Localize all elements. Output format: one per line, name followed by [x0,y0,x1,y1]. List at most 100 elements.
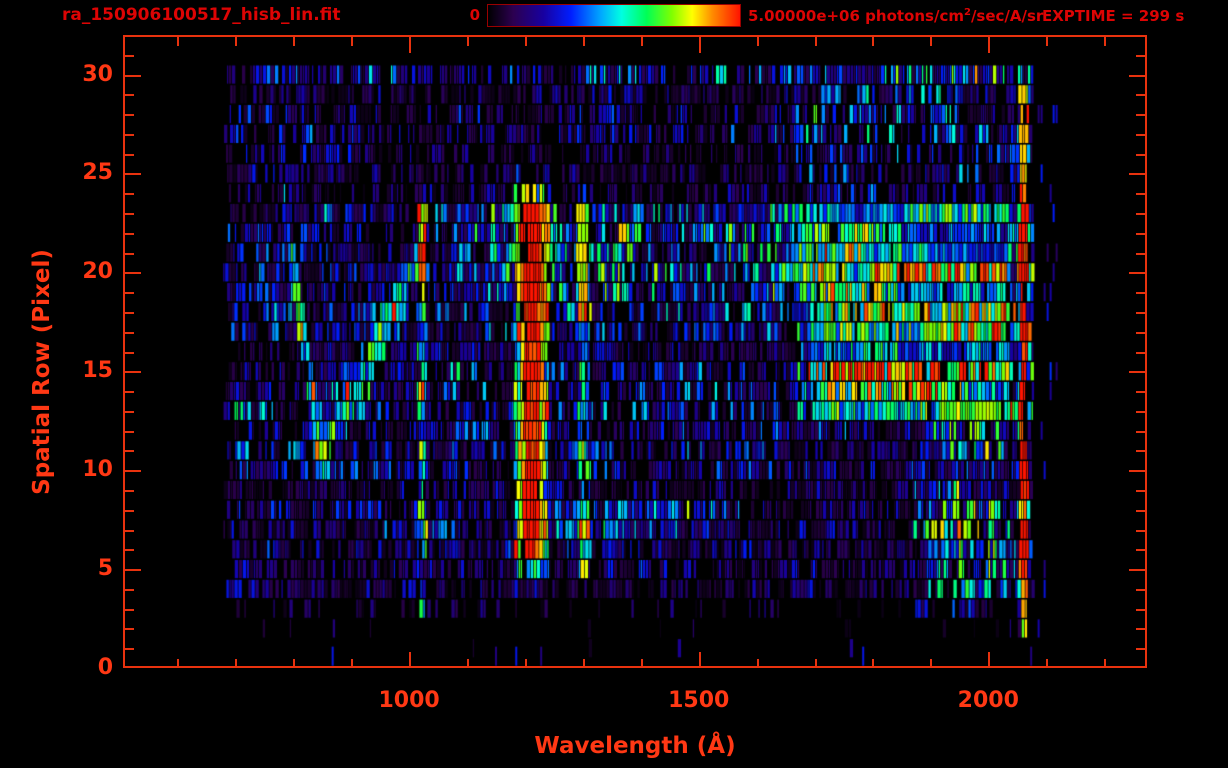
tick-mark [872,37,874,46]
tick-mark [177,659,179,668]
tick-mark [125,628,134,630]
tick-mark [525,659,527,668]
tick-mark [1136,450,1145,452]
tick-mark [125,173,141,175]
tick-mark [699,37,701,53]
tick-mark [1136,352,1145,354]
tick-mark [125,213,134,215]
tick-mark [125,75,141,77]
x-tick-label: 1500 [668,688,730,713]
tick-mark [351,659,353,668]
tick-mark [467,37,469,46]
tick-mark [125,391,134,393]
y-tick-label: 30 [82,61,113,87]
tick-mark [988,37,990,53]
tick-mark [815,37,817,46]
tick-mark [1136,233,1145,235]
colorbar-units-suffix: /sec/A/sr [970,7,1044,25]
tick-mark [125,292,134,294]
tick-mark [1129,75,1145,77]
colorbar-min-label: 0 [469,6,480,24]
tick-mark [1129,371,1145,373]
tick-mark [1104,659,1106,668]
tick-mark [525,37,527,46]
tick-mark [125,589,134,591]
plot-frame [123,35,1147,668]
tick-mark [125,55,134,57]
tick-mark [1136,332,1145,334]
tick-mark [235,659,237,668]
tick-mark [125,549,134,551]
tick-mark [930,659,932,668]
tick-mark [988,652,990,668]
tick-mark [1136,648,1145,650]
colorbar-units-exponent: 2 [963,7,971,18]
y-tick-label: 10 [82,457,113,483]
tick-mark [583,659,585,668]
tick-mark [235,37,237,46]
y-tick-label: 0 [97,655,113,680]
tick-mark [125,470,141,472]
x-tick-label: 2000 [957,688,1019,713]
tick-mark [1129,272,1145,274]
tick-mark [351,37,353,46]
tick-mark [641,37,643,46]
y-tick-label: 20 [82,259,113,285]
tick-mark [1046,659,1048,668]
tick-mark [1129,470,1145,472]
tick-mark [125,154,134,156]
tick-mark [815,659,817,668]
tick-mark [1136,114,1145,116]
tick-mark [757,37,759,46]
tick-mark [1136,213,1145,215]
tick-mark [125,411,134,413]
spectral-heatmap-canvas [125,37,1145,666]
tick-mark [467,659,469,668]
tick-mark [1136,609,1145,611]
tick-mark [872,659,874,668]
y-tick-label: 25 [82,160,113,186]
y-tick-label: 5 [97,556,113,582]
tick-mark [1136,253,1145,255]
tick-mark [125,450,134,452]
tick-mark [930,37,932,46]
tick-mark [1136,154,1145,156]
tick-mark [125,648,134,650]
tick-mark [1136,391,1145,393]
tick-mark [409,37,411,53]
tick-mark [699,652,701,668]
tick-mark [125,609,134,611]
y-tick-label: 15 [82,358,113,384]
tick-mark [125,510,134,512]
tick-mark [1136,292,1145,294]
colorbar [487,4,741,27]
tick-mark [1136,431,1145,433]
tick-mark [1136,510,1145,512]
tick-mark [1136,134,1145,136]
tick-mark [125,312,134,314]
tick-mark [125,371,141,373]
colorbar-max-label: 5.00000e+06 photons/cm2/sec/A/sr [748,7,1043,25]
tick-mark [177,37,179,46]
colorbar-units-prefix: photons/cm [859,7,964,25]
tick-mark [1136,490,1145,492]
tick-mark [125,253,134,255]
tick-mark [409,652,411,668]
tick-mark [1136,55,1145,57]
tick-mark [125,114,134,116]
tick-mark [641,659,643,668]
tick-mark [1129,569,1145,571]
tick-mark [1046,37,1048,46]
tick-mark [125,352,134,354]
tick-mark [1129,173,1145,175]
tick-mark [1104,37,1106,46]
tick-mark [757,659,759,668]
x-tick-label: 1000 [378,688,440,713]
tick-mark [125,431,134,433]
tick-mark [293,37,295,46]
tick-mark [1136,312,1145,314]
tick-mark [125,134,134,136]
tick-mark [293,659,295,668]
tick-mark [125,569,141,571]
